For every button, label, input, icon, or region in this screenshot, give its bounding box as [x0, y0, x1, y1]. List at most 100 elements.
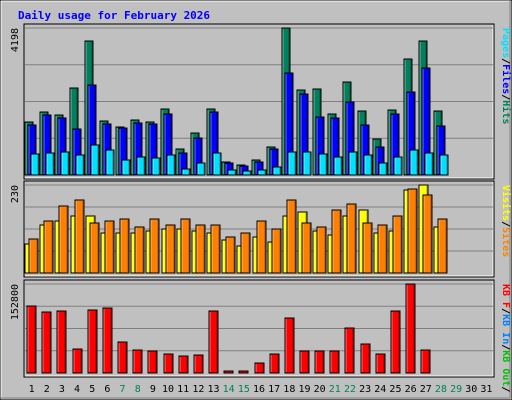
x-tick-label-day-8: 8	[135, 384, 141, 395]
bar-kb-f-day-12	[193, 354, 204, 374]
bar-kb-f-day-27	[420, 349, 431, 374]
bar-sites-day-14	[225, 236, 236, 274]
series-pages	[30, 144, 449, 176]
x-tick-label-day-12: 12	[192, 384, 204, 395]
bar-kb-f-day-10	[163, 353, 174, 374]
bar-pages-day-12	[196, 162, 206, 176]
bar-kb-f-day-16	[254, 362, 265, 374]
x-tick-label-day-10: 10	[162, 384, 174, 395]
bar-sites-day-26	[407, 188, 418, 274]
x-tick-label-day-11: 11	[177, 384, 189, 395]
series-legend-label: KB F/KB In/KB Out/	[500, 284, 511, 392]
bar-pages-day-8	[136, 156, 146, 176]
bar-sites-day-17	[271, 228, 282, 274]
bar-pages-day-1	[30, 153, 40, 176]
bar-kb-f-day-11	[178, 355, 189, 374]
bar-kb-f-day-5	[87, 309, 98, 374]
series-kb-f	[26, 283, 431, 374]
bar-kb-f-day-7	[117, 341, 128, 374]
x-tick-label-day-31: 31	[480, 384, 492, 395]
bar-pages-day-18	[287, 151, 297, 176]
x-tick-label-day-5: 5	[89, 384, 95, 395]
bar-kb-f-day-24	[375, 353, 386, 374]
bar-pages-day-7	[121, 159, 131, 176]
legend-kb-in: KB In	[500, 314, 511, 344]
panel-kbytes: 152800 KB F/KB In/KB Out/	[10, 279, 511, 392]
bar-pages-day-24	[378, 162, 388, 176]
bar-kb-f-day-18	[284, 317, 295, 374]
panel-hits_files_pages: 4198 Pages/Files/Hits	[10, 23, 512, 180]
bar-sites-day-18	[286, 199, 297, 274]
bar-sites-day-15	[240, 232, 251, 274]
bar-sites-day-27	[422, 194, 433, 274]
bar-sites-day-5	[89, 222, 100, 274]
x-tick-label-day-26: 26	[405, 384, 417, 395]
bar-pages-day-28	[439, 154, 449, 176]
bar-sites-day-25	[392, 215, 403, 274]
bar-kb-f-day-6	[102, 307, 113, 374]
bar-sites-day-1	[28, 238, 39, 274]
bar-kb-f-day-9	[147, 350, 158, 374]
bar-pages-day-10	[166, 154, 176, 176]
bar-pages-day-4	[75, 154, 85, 176]
bar-sites-day-4	[74, 199, 85, 274]
bar-kb-f-day-13	[208, 310, 219, 374]
x-axis-day-labels: 1 2 3 4 5 6 7 8 9 10 11 12 13 14 15 16 17 18 19 20 21 22 23 24 2…	[29, 384, 493, 395]
x-tick-label-day-4: 4	[74, 384, 80, 395]
bar-pages-day-23	[363, 154, 373, 176]
bar-kb-f-day-4	[72, 348, 83, 374]
bar-pages-day-6	[105, 149, 115, 176]
bar-kb-f-day-22	[344, 327, 355, 374]
bar-pages-day-22	[348, 151, 358, 176]
x-tick-label-day-18: 18	[283, 384, 295, 395]
x-tick-label-day-25: 25	[389, 384, 401, 395]
chart-title: Daily usage for February 2026	[18, 9, 210, 22]
bar-kb-f-day-19	[299, 350, 310, 374]
x-tick-label-day-14: 14	[223, 384, 235, 395]
legend-separator: /	[500, 386, 511, 392]
bar-sites-day-16	[256, 220, 267, 274]
x-tick-label-day-27: 27	[420, 384, 432, 395]
bar-pages-day-17	[272, 166, 282, 176]
bar-sites-day-24	[377, 224, 388, 274]
x-tick-label-day-29: 29	[450, 384, 462, 395]
bar-kb-f-day-23	[360, 343, 371, 374]
bar-kb-f-day-1	[26, 305, 37, 374]
x-tick-label-day-3: 3	[59, 384, 65, 395]
bar-sites-day-23	[362, 222, 373, 274]
bar-kb-f-day-25	[390, 310, 401, 374]
legend-separator: /	[500, 308, 511, 314]
bar-sites-day-2	[43, 220, 54, 274]
bar-sites-day-19	[301, 222, 312, 274]
y-max-tick-label: 4198	[10, 28, 21, 52]
bar-pages-day-19	[302, 151, 312, 176]
bar-kb-f-day-8	[132, 349, 143, 374]
bar-sites-day-9	[149, 218, 160, 274]
legend-separator: /	[500, 58, 511, 64]
legend-kb-f: KB F	[500, 284, 511, 308]
x-tick-label-day-13: 13	[207, 384, 219, 395]
bar-pages-day-26	[409, 149, 419, 176]
y-max-tick-label: 230	[10, 185, 21, 203]
bar-kb-f-day-15	[238, 370, 249, 374]
x-tick-label-day-30: 30	[465, 384, 477, 395]
bar-sites-day-21	[331, 209, 342, 274]
legend-files: Files	[500, 64, 512, 94]
bar-sites-day-8	[134, 226, 145, 274]
x-tick-label-day-22: 22	[344, 384, 356, 395]
legend-pages: Pages	[500, 28, 511, 58]
panel-visits_sites: 230 Visits/Sites	[10, 180, 512, 278]
x-tick-label-day-28: 28	[435, 384, 447, 395]
bar-kb-f-day-14	[223, 370, 234, 374]
x-tick-label-day-6: 6	[104, 384, 110, 395]
x-tick-label-day-16: 16	[253, 384, 265, 395]
bar-pages-day-13	[212, 152, 222, 176]
series-sites	[28, 188, 448, 274]
x-tick-label-day-17: 17	[268, 384, 280, 395]
bar-pages-day-3	[60, 151, 70, 176]
bar-pages-day-21	[333, 156, 343, 176]
y-max-tick-label: 152800	[10, 284, 21, 320]
bar-pages-day-20	[318, 153, 328, 176]
